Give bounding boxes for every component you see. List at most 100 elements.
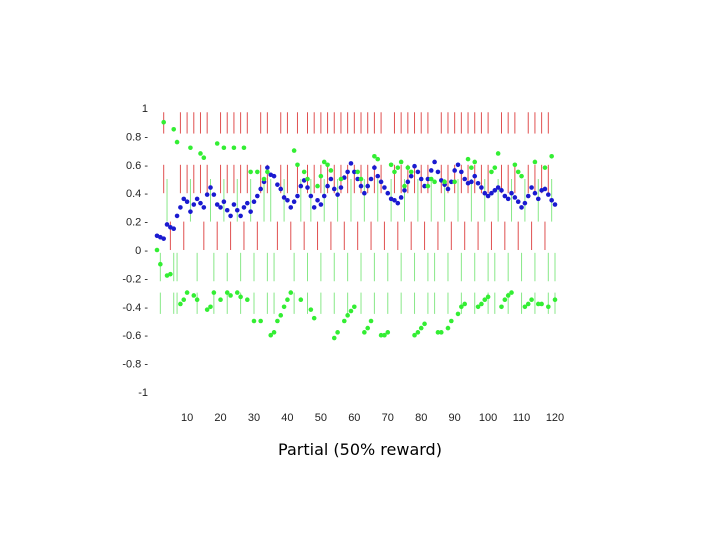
green-data-point bbox=[238, 294, 243, 300]
green-data-point bbox=[278, 313, 284, 318]
x-tick-label: 60 bbox=[348, 412, 360, 424]
blue-data-point bbox=[405, 179, 411, 185]
green-data-point bbox=[285, 297, 290, 303]
green-data-point bbox=[298, 297, 304, 303]
blue-data-point bbox=[161, 236, 166, 241]
green-data-point bbox=[529, 297, 534, 303]
trial-marks bbox=[159, 112, 556, 314]
blue-data-point bbox=[472, 173, 478, 179]
blue-data-point bbox=[529, 185, 534, 190]
green-data-point bbox=[368, 318, 374, 324]
green-data-point bbox=[428, 176, 434, 182]
blue-data-point bbox=[462, 176, 467, 182]
green-data-point bbox=[338, 176, 344, 182]
green-data-point bbox=[214, 141, 220, 146]
blue-data-point bbox=[214, 202, 220, 207]
green-data-point bbox=[435, 330, 441, 335]
blue-data-point bbox=[459, 169, 464, 175]
blue-data-point bbox=[469, 179, 474, 185]
green-data-point bbox=[398, 159, 404, 165]
green-data-point bbox=[515, 169, 521, 175]
blue-data-point bbox=[188, 209, 193, 214]
x-tick-label: 80 bbox=[415, 412, 427, 424]
blue-data-point bbox=[522, 200, 528, 206]
green-data-point bbox=[375, 156, 381, 162]
green-data-point bbox=[275, 318, 280, 324]
green-data-point bbox=[328, 168, 334, 173]
blue-data-point bbox=[251, 199, 257, 205]
green-data-point bbox=[532, 159, 538, 165]
green-data-point bbox=[201, 155, 207, 160]
blue-data-point bbox=[331, 186, 337, 192]
green-data-point bbox=[358, 176, 364, 182]
green-data-point bbox=[462, 301, 467, 307]
blue-data-point bbox=[525, 193, 531, 199]
blue-data-point bbox=[398, 195, 404, 200]
green-data-point bbox=[154, 247, 160, 253]
green-data-point bbox=[325, 162, 330, 168]
green-data-point bbox=[228, 293, 233, 298]
blue-data-point bbox=[338, 185, 344, 190]
blue-data-point bbox=[298, 183, 304, 189]
blue-data-point bbox=[291, 199, 297, 205]
green-data-point bbox=[271, 330, 277, 335]
blue-data-point bbox=[184, 199, 190, 205]
blue-data-point bbox=[412, 163, 417, 169]
blue-data-point bbox=[515, 199, 521, 205]
green-data-point bbox=[341, 318, 347, 324]
blue-data-point bbox=[238, 213, 243, 219]
green-data-point bbox=[168, 271, 173, 277]
green-data-point bbox=[318, 173, 324, 179]
green-data-point bbox=[231, 145, 237, 151]
green-data-point bbox=[505, 293, 511, 298]
chart-caption: Partial (50% reward) bbox=[278, 440, 442, 459]
blue-data-point bbox=[241, 205, 247, 210]
green-data-point bbox=[549, 153, 554, 159]
x-tick-label: 100 bbox=[479, 412, 497, 424]
green-data-point bbox=[519, 173, 524, 179]
green-data-point bbox=[482, 297, 488, 303]
green-data-point bbox=[388, 162, 394, 168]
green-data-point bbox=[415, 330, 421, 335]
blue-data-point bbox=[445, 186, 451, 192]
blue-data-point bbox=[311, 205, 317, 210]
green-data-point bbox=[291, 148, 297, 153]
blue-data-point bbox=[499, 188, 504, 193]
green-data-point bbox=[224, 290, 230, 295]
blue-data-point bbox=[288, 205, 294, 210]
blue-data-point bbox=[335, 192, 340, 197]
blue-data-point bbox=[164, 222, 170, 227]
y-tick-label: 0.8 - bbox=[126, 131, 148, 143]
green-data-point bbox=[512, 162, 518, 168]
green-data-point bbox=[442, 179, 447, 185]
green-data-point bbox=[405, 165, 411, 170]
blue-data-point bbox=[509, 190, 514, 196]
blue-data-point bbox=[281, 195, 287, 200]
blue-data-point bbox=[181, 196, 187, 202]
green-data-point bbox=[184, 290, 190, 295]
green-data-point bbox=[331, 335, 337, 341]
green-data-point bbox=[408, 169, 414, 175]
green-data-point bbox=[372, 153, 377, 159]
x-tick-label: 120 bbox=[546, 412, 564, 424]
green-data-point bbox=[221, 145, 227, 151]
green-data-point bbox=[418, 325, 424, 331]
green-data-point bbox=[452, 179, 457, 185]
blue-data-point bbox=[378, 179, 384, 185]
blue-data-point bbox=[171, 226, 177, 231]
green-data-point bbox=[552, 297, 558, 303]
green-data-point bbox=[499, 304, 504, 310]
green-data-point bbox=[459, 304, 464, 310]
green-data-point bbox=[345, 313, 350, 318]
y-tick-label: 0 - bbox=[135, 245, 148, 257]
green-data-point bbox=[265, 169, 270, 175]
series-points bbox=[154, 119, 558, 341]
x-tick-label: 50 bbox=[315, 412, 327, 424]
y-tick-label: 0.2 - bbox=[126, 217, 148, 229]
blue-data-point bbox=[194, 196, 200, 202]
green-data-point bbox=[301, 169, 307, 175]
blue-data-point bbox=[278, 186, 284, 192]
blue-data-point bbox=[542, 186, 548, 192]
blue-data-point bbox=[228, 213, 233, 219]
